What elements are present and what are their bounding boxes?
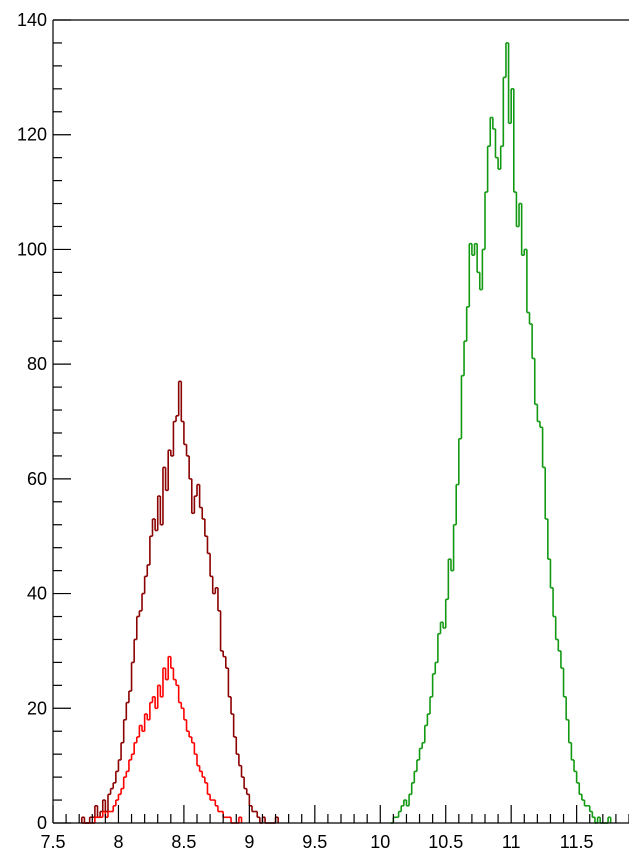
x-tick-label: 8.5 (171, 832, 196, 852)
y-tick-label: 0 (37, 813, 47, 833)
histogram-series-0 (81, 380, 279, 824)
x-tick-label: 11.5 (560, 832, 594, 852)
x-tick-label: 11 (502, 832, 521, 852)
y-tick-label: 80 (27, 354, 47, 374)
x-tick-label: 9.5 (302, 832, 327, 852)
y-tick-label: 120 (17, 125, 47, 145)
histogram-series-2 (390, 42, 612, 824)
y-tick-label: 20 (27, 698, 47, 718)
x-tick-label: 10 (370, 832, 390, 852)
y-tick-label: 40 (27, 584, 47, 604)
y-tick-label: 60 (27, 469, 47, 489)
x-tick-label: 7.5 (40, 832, 65, 852)
x-tick-label: 9 (244, 832, 254, 852)
x-tick-label: 8 (113, 832, 123, 852)
ticks-layer: 7.5 8 8.5 9 9.5 10 10.5 11 11.5 0 20 40 60 80 100 120 14… (17, 10, 629, 852)
axes-layer (52, 19, 629, 824)
y-tick-label: 100 (17, 239, 47, 259)
histogram-series-1 (81, 655, 243, 824)
x-tick-label: 10.5 (428, 832, 463, 852)
series-layer (81, 42, 612, 824)
y-tick-label: 140 (17, 10, 47, 30)
